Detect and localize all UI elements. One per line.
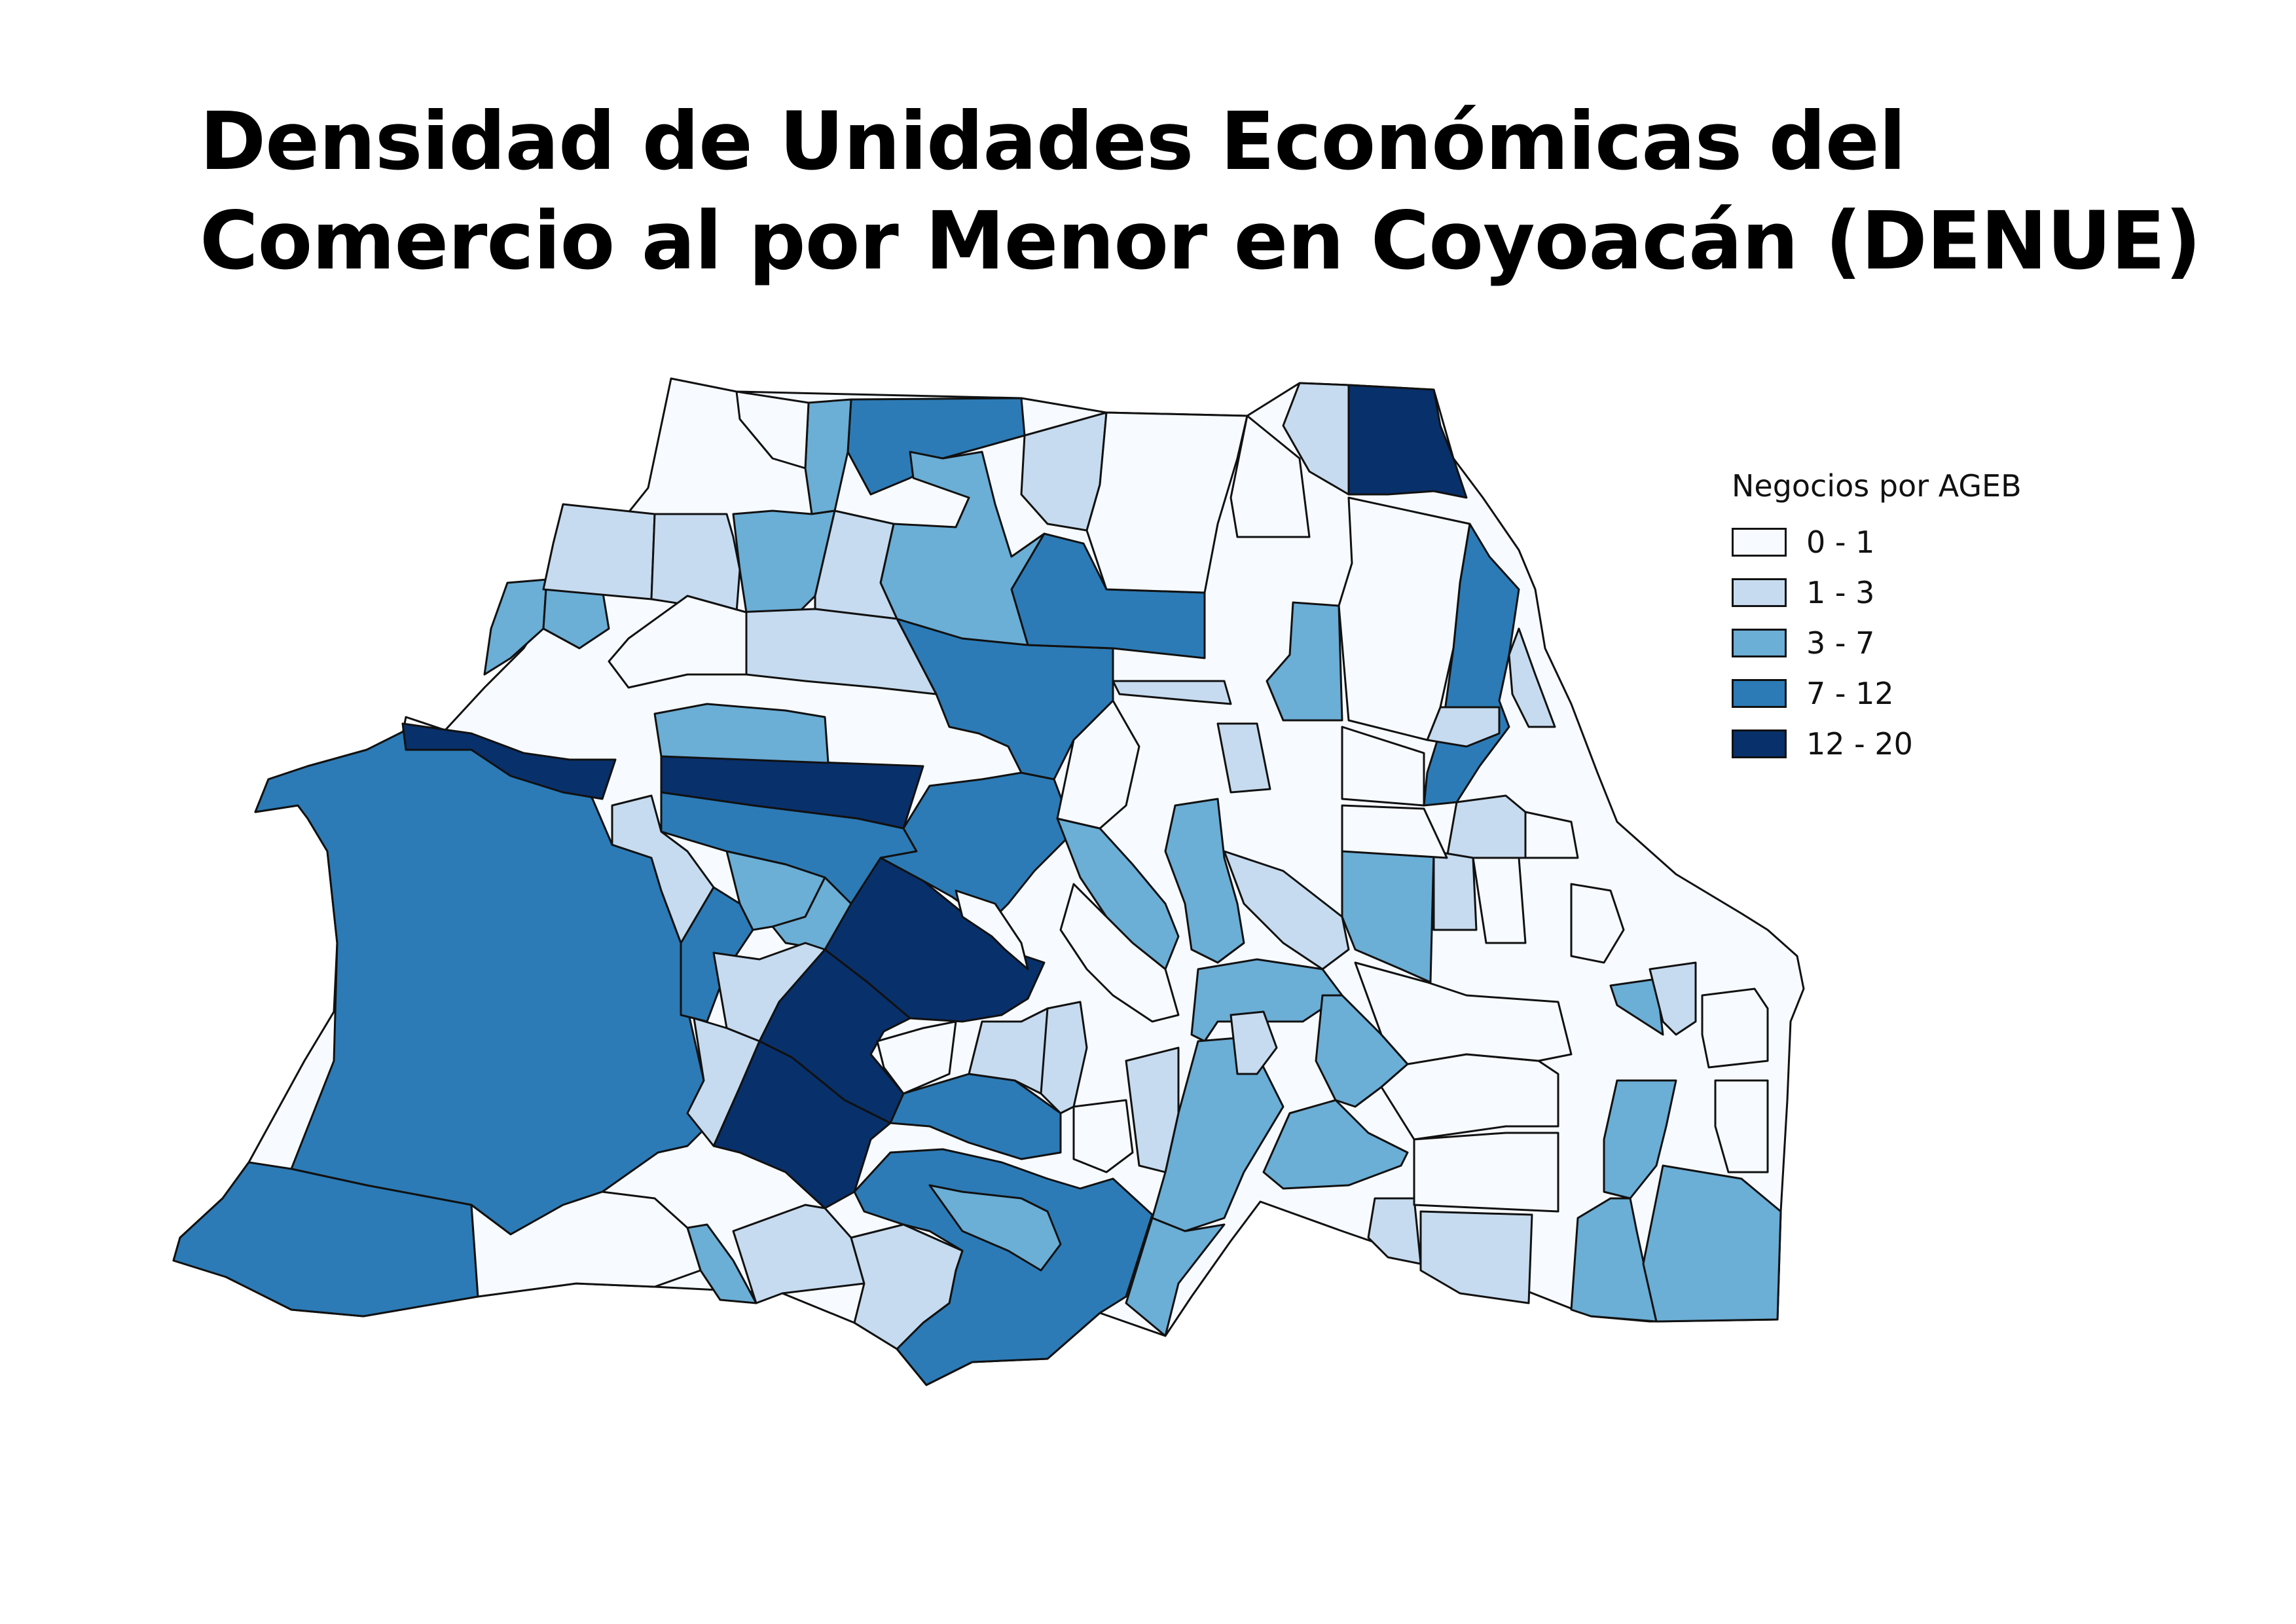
ageb-mid-19	[1642, 1164, 1782, 1323]
ageb-white-12	[1701, 987, 1769, 1069]
ageb-light-1	[542, 503, 656, 600]
ageb-light-17	[1230, 1010, 1278, 1075]
ageb-white-3	[1230, 415, 1311, 538]
ageb-mid-17	[1603, 1079, 1677, 1200]
ageb-mid-9	[1190, 958, 1343, 1043]
ageb-light-7	[1508, 627, 1556, 728]
legend-item: 1 - 3	[1732, 567, 2022, 618]
ageb-light-12	[1432, 850, 1478, 931]
legend-swatch	[1732, 628, 1787, 657]
ageb-northeast-dark	[1347, 384, 1468, 499]
map-title: Densidad de Unidades Económicas del Come…	[200, 92, 2201, 291]
ageb-mid-20	[928, 1184, 1062, 1272]
ageb-white-9	[1472, 857, 1527, 944]
ageb-belt-1	[660, 791, 918, 905]
ageb-white-1	[735, 390, 810, 470]
legend-label: 7 - 12	[1806, 675, 1894, 711]
ageb-white-20	[955, 889, 1029, 970]
ageb-white-19	[1072, 1099, 1134, 1173]
legend-label: 12 - 20	[1806, 726, 1913, 762]
legend-item: 7 - 12	[1732, 668, 2022, 718]
legend-label: 3 - 7	[1806, 625, 1875, 661]
ageb-white-4	[1338, 496, 1471, 741]
ageb-light-23	[1367, 1197, 1422, 1265]
ageb-mid-4	[653, 703, 829, 764]
ageb-light-10	[1216, 722, 1271, 794]
ageb-white-18	[876, 1020, 957, 1095]
legend-label: 1 - 3	[1806, 574, 1875, 610]
ageb-white-15	[1570, 883, 1625, 964]
ageb-mid-3	[879, 451, 1046, 646]
ageb-light-19	[611, 794, 715, 944]
ageb-light-16	[1125, 1046, 1180, 1173]
ageb-light-24	[1419, 1210, 1533, 1304]
ageb-white-11	[1413, 1132, 1559, 1213]
ageb-white-5	[608, 595, 748, 689]
ageb-white-8	[1524, 811, 1579, 859]
legend-item: 0 - 1	[1732, 517, 2022, 567]
ageb-light-5	[735, 608, 938, 695]
ageb-light-8	[1446, 794, 1527, 859]
ageb-south-2	[853, 1148, 1154, 1386]
ageb-light-6	[1282, 382, 1350, 496]
ageb-mid-11	[1125, 1217, 1226, 1337]
legend-swatch	[1732, 678, 1787, 708]
ageb-white-6	[1341, 726, 1425, 807]
ageb-belt-2	[879, 771, 1075, 925]
ageb-white-10	[1380, 1053, 1559, 1141]
legend-swatch	[1732, 527, 1787, 557]
ageb-light-2	[650, 513, 741, 614]
ageb-strip-northwest	[401, 722, 617, 800]
legend-item: 3 - 7	[1732, 618, 2022, 668]
ageb-white-14	[1354, 961, 1573, 1065]
legend-title: Negocios por AGEB	[1732, 468, 2022, 504]
map-title-line-2: Comercio al por Menor en Coyoacán (DENUE…	[200, 194, 2201, 287]
ageb-white-17	[470, 1190, 702, 1298]
ageb-light-9	[1112, 680, 1232, 705]
ageb-mid-8	[1164, 798, 1245, 964]
ageb-southwest	[172, 1161, 479, 1318]
legend-swatch	[1732, 578, 1787, 607]
ageb-white-16	[1056, 699, 1140, 830]
legend-item: 12 - 20	[1732, 718, 2022, 769]
map-legend: Negocios por AGEB 0 - 1 1 - 3 3 - 7 7 - …	[1732, 468, 2022, 769]
ageb-light-13	[1649, 961, 1697, 1036]
legend-label: 0 - 1	[1806, 524, 1875, 560]
ageb-mid-7	[1056, 817, 1180, 970]
ageb-mid-16	[1609, 978, 1664, 1036]
ageb-white-13	[1714, 1079, 1769, 1173]
ageb-light-20	[686, 1017, 761, 1147]
ageb-light-11	[1223, 850, 1350, 970]
ageb-white-7	[1341, 804, 1448, 859]
ageb-light-22	[850, 1223, 964, 1350]
map-title-line-1: Densidad de Unidades Económicas del	[200, 95, 1906, 188]
ageb-mid-13	[1262, 1099, 1409, 1190]
legend-swatch	[1732, 729, 1787, 758]
ageb-white-21	[1059, 883, 1180, 1023]
